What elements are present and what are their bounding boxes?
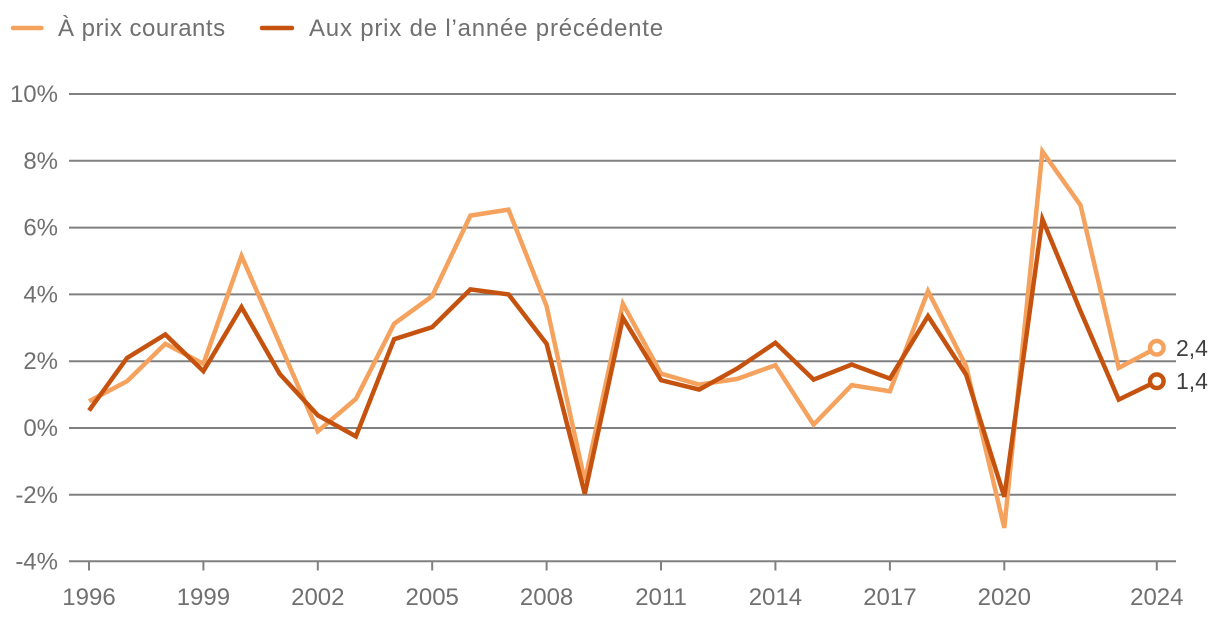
svg-text:1996: 1996: [62, 584, 115, 611]
svg-text:2011: 2011: [635, 584, 687, 611]
svg-text:-4%: -4%: [15, 549, 58, 576]
svg-text:-2%: -2%: [15, 482, 58, 509]
svg-text:2014: 2014: [749, 584, 802, 611]
svg-text:2024: 2024: [1130, 584, 1183, 611]
svg-text:2%: 2%: [23, 348, 58, 375]
svg-text:10%: 10%: [10, 81, 58, 108]
svg-text:8%: 8%: [23, 148, 58, 175]
svg-text:2017: 2017: [863, 584, 916, 611]
svg-text:2,4: 2,4: [1176, 335, 1208, 361]
svg-text:2020: 2020: [978, 584, 1031, 611]
svg-text:2008: 2008: [520, 584, 573, 611]
svg-text:2005: 2005: [406, 584, 459, 611]
svg-text:Aux prix de l’année précédente: Aux prix de l’année précédente: [309, 15, 664, 42]
svg-text:À prix courants: À prix courants: [58, 15, 226, 42]
svg-text:4%: 4%: [23, 281, 58, 308]
svg-text:2002: 2002: [291, 584, 344, 611]
svg-text:0%: 0%: [23, 415, 58, 442]
svg-text:1999: 1999: [177, 584, 230, 611]
svg-text:6%: 6%: [23, 215, 58, 242]
svg-text:1,4: 1,4: [1176, 368, 1208, 394]
